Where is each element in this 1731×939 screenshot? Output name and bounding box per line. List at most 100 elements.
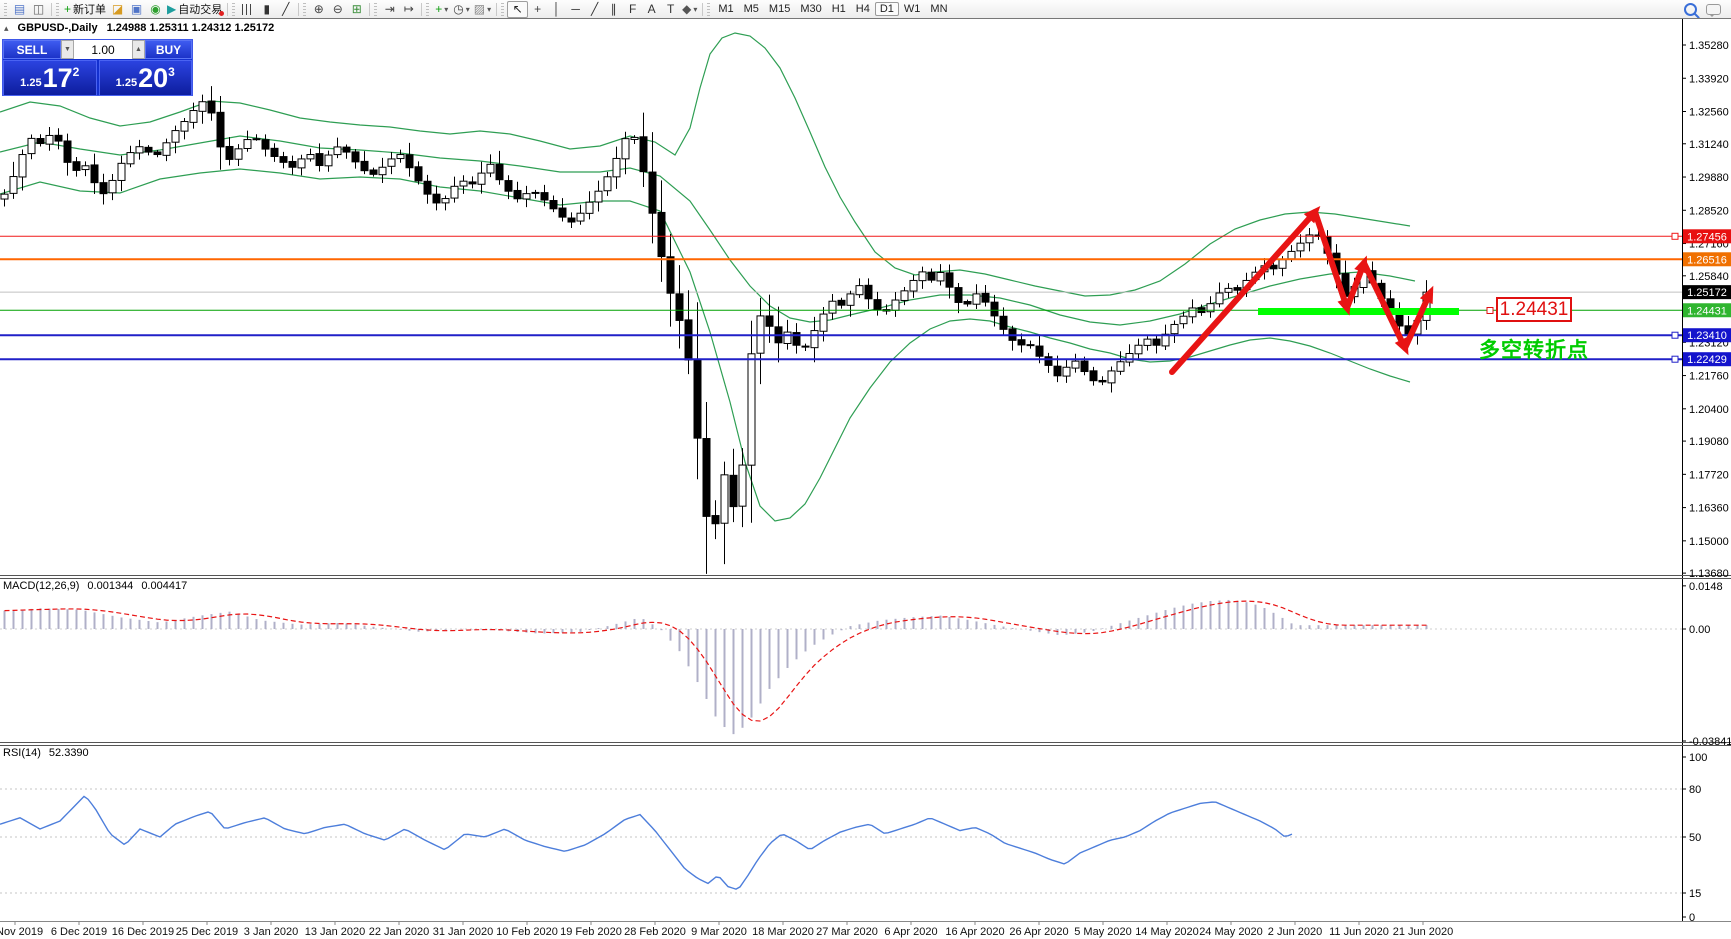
search-icon[interactable]	[1684, 2, 1697, 16]
sell-button[interactable]: SELL	[3, 40, 61, 59]
svg-text:0: 0	[1689, 912, 1695, 924]
symbol-ohlc: 1.24988 1.25311 1.24312 1.25172	[106, 22, 275, 34]
candle-chart-icon[interactable]: ▮	[257, 2, 276, 17]
volume-down-button[interactable]: ▼	[61, 40, 74, 59]
dropdown-caret-icon: ▾	[465, 4, 470, 14]
line-chart-icon[interactable]: ╱	[276, 2, 295, 17]
templates-button-glyph: ▨	[473, 1, 486, 16]
autotrade-button[interactable]: ▶ 自动交易	[165, 1, 225, 17]
trendline-icon[interactable]: ╱	[585, 2, 604, 17]
buy-button[interactable]: BUY	[145, 40, 192, 59]
signals-icon[interactable]: ◉	[146, 2, 165, 17]
arrows-icon-glyph: ◆	[682, 1, 692, 16]
autotrade-status-dot	[219, 10, 225, 16]
autoscroll-icon[interactable]: ⇥	[380, 2, 399, 17]
svg-text:19 Feb 2020: 19 Feb 2020	[560, 926, 622, 938]
svg-text:11 Jun 2020: 11 Jun 2020	[1329, 926, 1389, 938]
svg-text:16 Dec 2019: 16 Dec 2019	[112, 926, 174, 938]
svg-text:25 Dec 2019: 25 Dec 2019	[176, 926, 238, 938]
timeframe-h4-button[interactable]: H4	[855, 3, 870, 15]
svg-text:1.35280: 1.35280	[1689, 40, 1729, 52]
styles-brush-icon[interactable]: ◪	[108, 2, 127, 17]
dropdown-caret-icon: ▾	[487, 4, 492, 14]
svg-text:100: 100	[1689, 752, 1707, 764]
svg-text:5 May 2020: 5 May 2020	[1074, 926, 1131, 938]
bid-price-prefix: 1.25	[20, 77, 42, 89]
tile-windows-icon[interactable]: ⊞	[347, 2, 366, 17]
svg-text:14 May 2020: 14 May 2020	[1135, 926, 1199, 938]
zoom-out-icon[interactable]: ⊖	[328, 2, 347, 17]
svg-text:31 Jan 2020: 31 Jan 2020	[433, 926, 494, 938]
chat-icon[interactable]	[1706, 3, 1721, 17]
timeframe-m1-button[interactable]: M1	[718, 3, 734, 15]
symbol-collapse-icon[interactable]: ▴	[4, 22, 9, 33]
crosshair-icon[interactable]: +	[528, 2, 547, 17]
level-price-box[interactable]: 1.24431	[1496, 297, 1572, 322]
autotrade-button-glyph: ▶	[167, 1, 177, 16]
volume-up-button[interactable]: ▲	[132, 40, 145, 59]
svg-text:1.32560: 1.32560	[1689, 107, 1729, 119]
bar-chart-icon[interactable]	[238, 2, 257, 17]
channel-icon-glyph: ∥	[610, 1, 617, 16]
symbols-search-icon-glyph: ◫	[32, 1, 45, 16]
svg-text:6 Apr 2020: 6 Apr 2020	[884, 926, 937, 938]
fibo-icon[interactable]: F	[623, 2, 642, 17]
toolbar-separator	[298, 2, 300, 16]
svg-text:50: 50	[1689, 832, 1701, 844]
timeframe-h1-button[interactable]: H1	[831, 3, 846, 15]
ask-price-prefix: 1.25	[115, 77, 138, 89]
toolbar-separator	[421, 2, 423, 16]
indicators-button-glyph: +	[435, 1, 443, 16]
autotrade-button-label: 自动交易	[178, 4, 223, 16]
text-icon-glyph: A	[647, 1, 656, 16]
toolbar-handle	[56, 2, 59, 16]
turning-point-text[interactable]: 多空转折点	[1479, 339, 1589, 362]
periods-button[interactable]: ◷ ▾	[451, 2, 472, 17]
textlabel-icon[interactable]: T	[661, 2, 680, 17]
timeframe-mn-button[interactable]: MN	[930, 3, 948, 15]
text-icon[interactable]: A	[642, 2, 661, 17]
zoom-in-icon-glyph: ⊕	[313, 1, 324, 16]
textlabel-icon-glyph: T	[666, 1, 675, 16]
timeframe-w1-button[interactable]: W1	[903, 3, 921, 15]
toolbar-handle	[501, 2, 505, 16]
vline-icon[interactable]: │	[547, 2, 566, 17]
fibo-icon-glyph: F	[628, 1, 637, 16]
cursor-icon[interactable]: ↖	[507, 0, 529, 18]
timeframe-d1-button[interactable]: D1	[874, 2, 899, 16]
hline-icon[interactable]: ─	[566, 2, 585, 17]
terminal-icon[interactable]: ▣	[127, 2, 146, 17]
cursor-icon-glyph: ↖	[512, 1, 523, 16]
svg-text:1.23410: 1.23410	[1687, 330, 1727, 342]
timeframe-m15-button[interactable]: M15	[768, 3, 791, 15]
chart-shift-icon[interactable]: ↦	[399, 2, 418, 17]
ask-price-button[interactable]: 1.25 20 3	[98, 60, 192, 96]
bar-chart-glyph	[242, 3, 254, 15]
chart-shift-icon-glyph: ↦	[403, 1, 414, 16]
svg-text:1.19080: 1.19080	[1689, 436, 1729, 448]
channel-icon[interactable]: ∥	[604, 2, 623, 17]
indicators-button[interactable]: + ▾	[432, 2, 451, 17]
svg-text:3 Jan 2020: 3 Jan 2020	[244, 926, 298, 938]
svg-text:0.0148: 0.0148	[1689, 581, 1723, 593]
periods-button-glyph: ◷	[453, 1, 464, 16]
svg-text:1.22429: 1.22429	[1687, 354, 1727, 366]
bid-price-button[interactable]: 1.25 17 2	[3, 60, 97, 96]
templates-button[interactable]: ▨ ▾	[472, 2, 493, 17]
svg-text:1.25172: 1.25172	[1687, 287, 1727, 299]
svg-text:1.16360: 1.16360	[1689, 503, 1729, 515]
symbol-line: ▴ GBPUSD-,Daily 1.24988 1.25311 1.24312 …	[4, 22, 274, 34]
timeframe-m30-button[interactable]: M30	[800, 3, 822, 15]
zoom-in-icon[interactable]: ⊕	[309, 2, 328, 17]
new-order-button[interactable]: + 新订单	[62, 2, 108, 17]
svg-text:7 Nov 2019: 7 Nov 2019	[0, 926, 43, 938]
timeframe-m5-button[interactable]: M5	[743, 3, 759, 15]
svg-text:10 Feb 2020: 10 Feb 2020	[496, 926, 558, 938]
symbols-search-icon[interactable]: ◫	[29, 2, 48, 17]
svg-text:2 Jun 2020: 2 Jun 2020	[1268, 926, 1322, 938]
chart-window-icon[interactable]: ▤	[10, 2, 29, 17]
arrows-icon[interactable]: ◆ ▾	[680, 2, 699, 17]
volume-input[interactable]	[74, 40, 132, 59]
toolbar-right-icons	[1684, 2, 1721, 17]
